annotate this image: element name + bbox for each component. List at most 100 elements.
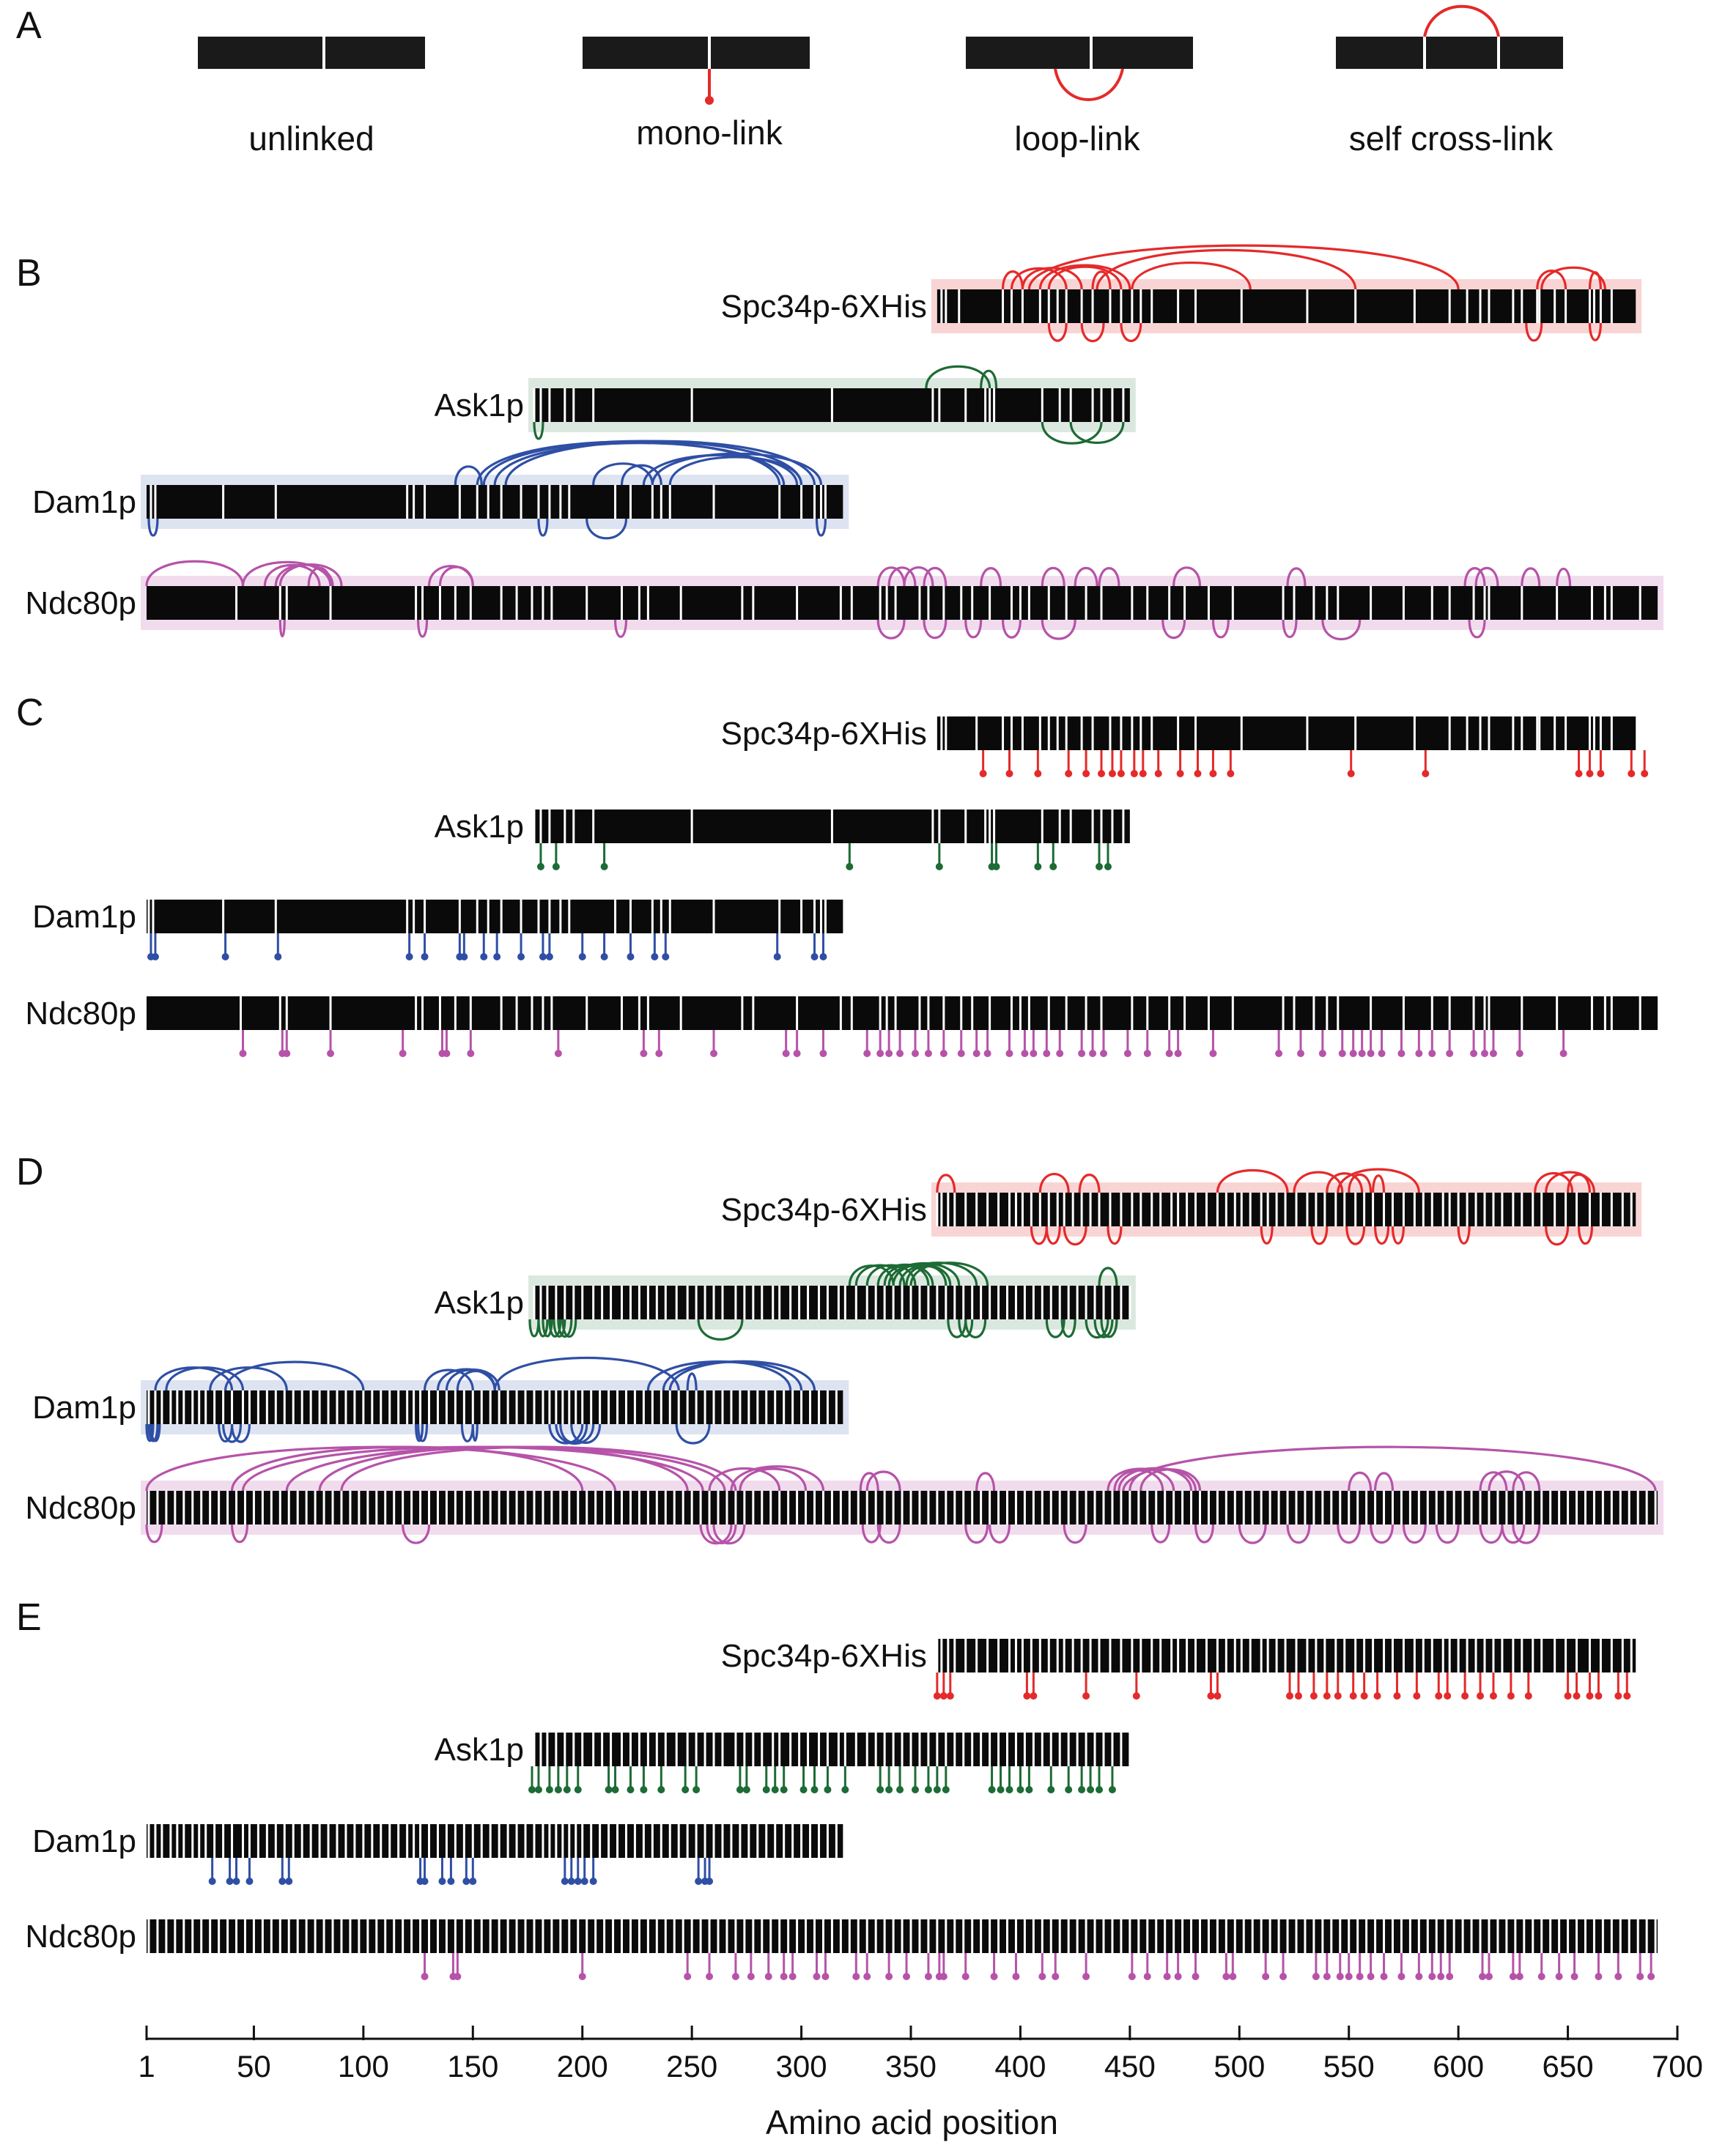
lysine-site [575,1824,577,1858]
lysine-site [953,1639,956,1672]
lysine-site [660,485,662,519]
mono-link-dot [600,953,608,960]
mono-link-dot [1096,1786,1104,1793]
lysine-site [1014,1491,1017,1525]
crosslink-arc [592,462,654,486]
lysine-site [174,1919,177,1953]
lysine-site [438,586,441,620]
mono-link-dot [651,953,659,960]
lysine-site [1558,1491,1561,1525]
lysine-site [1435,1491,1438,1525]
lysine-site [548,1390,551,1424]
lysine-site [1010,996,1013,1030]
lysine-site [940,716,943,750]
lysine-site [261,1491,264,1525]
lysine-site [572,388,575,422]
lysine-site [1150,289,1153,323]
lysine-site [1391,1919,1394,1953]
lysine-site [1139,289,1142,323]
lysine-site [800,485,803,519]
mono-link-dot [1096,863,1104,870]
lysine-site [1430,1639,1433,1672]
lysine-site [677,1824,680,1858]
legend-mono-link-label: mono-link [636,114,783,152]
loop-link-arc [1479,1524,1504,1544]
lysine-site [1172,1491,1175,1525]
crosslink-arc [1131,262,1252,290]
lysine-site [1588,716,1591,750]
loop-link-arc [964,1319,987,1338]
lysine-site [200,1919,203,1953]
loop-link-arc [1080,322,1105,343]
lysine-site [741,996,744,1030]
lysine-site [1080,289,1083,323]
mono-link-dot [1336,1973,1344,1980]
lysine-site [428,1390,431,1424]
lysine-site [1205,1193,1208,1226]
mono-link-dot [1065,770,1073,777]
lysine-site [577,1491,580,1525]
lysine-site [380,1390,383,1424]
lysine-site [594,1919,597,1953]
track-spc34p-6xhis: Spc34p-6XHis [721,1168,1642,1246]
lysine-site [747,1390,750,1424]
lysine-site [1567,1919,1570,1953]
lysine-site [1293,996,1296,1030]
lysine-site [621,586,624,620]
lysine-site [690,1919,693,1953]
lysine-site [296,1919,299,1953]
lysine-site [533,1824,536,1858]
lysine-site [986,1193,989,1226]
loop-link-arc [1260,1226,1274,1245]
lysine-site [292,1390,295,1424]
lysine-site [542,1919,544,1953]
lysine-site [695,1824,698,1858]
lysine-site [419,1491,422,1525]
axis-tick-label: 600 [1433,2049,1484,2083]
lysine-site [945,1491,948,1525]
lysine-site [1190,1491,1193,1525]
lysine-site [278,1919,281,1953]
lysine-site [548,485,551,519]
lysine-site [936,1286,939,1319]
lysine-site [752,1491,755,1525]
protein-bar [533,1286,1130,1319]
lysine-site [1365,1919,1368,1953]
lysine-site [721,1824,724,1858]
lysine-site [787,1491,790,1525]
axis-tick-label: 300 [776,2049,827,2083]
lysine-site [1109,1193,1112,1226]
lysine-site [703,1390,706,1424]
lysine-site [651,1390,654,1424]
lysine-site [366,1491,369,1525]
lysine-site [559,1491,562,1525]
lysine-site [739,1390,742,1424]
lysine-site [1365,1491,1368,1525]
crosslink-arc [1096,248,1357,290]
crosslink-arc [1286,567,1307,587]
lysine-site [936,1193,939,1226]
lysine-site [1146,1919,1149,1953]
track-ask1p: Ask1p [435,365,1136,445]
mono-link-dot [997,1786,1005,1793]
mono-link-dot [1323,1973,1331,1980]
mono-link-dot [979,770,987,777]
lysine-site [1610,1193,1613,1226]
loop-link-arc [548,1319,562,1338]
lysine-site [927,1919,930,1953]
mono-link-dot [896,1786,904,1793]
lysine-site [480,1824,483,1858]
lysine-site [725,1491,728,1525]
crosslink-arc [1463,567,1486,587]
lysine-site [1240,716,1243,750]
lysine-site [309,1824,312,1858]
lysine-site [778,1733,781,1766]
mono-link-dot [876,1050,884,1057]
track-spc34p-6xhis: Spc34p-6XHis [721,244,1642,343]
lysine-site [454,586,457,620]
lysine-site [927,1733,930,1766]
lysine-site [252,1491,255,1525]
lysine-site [901,1286,904,1319]
lysine-site [1496,1919,1499,1953]
